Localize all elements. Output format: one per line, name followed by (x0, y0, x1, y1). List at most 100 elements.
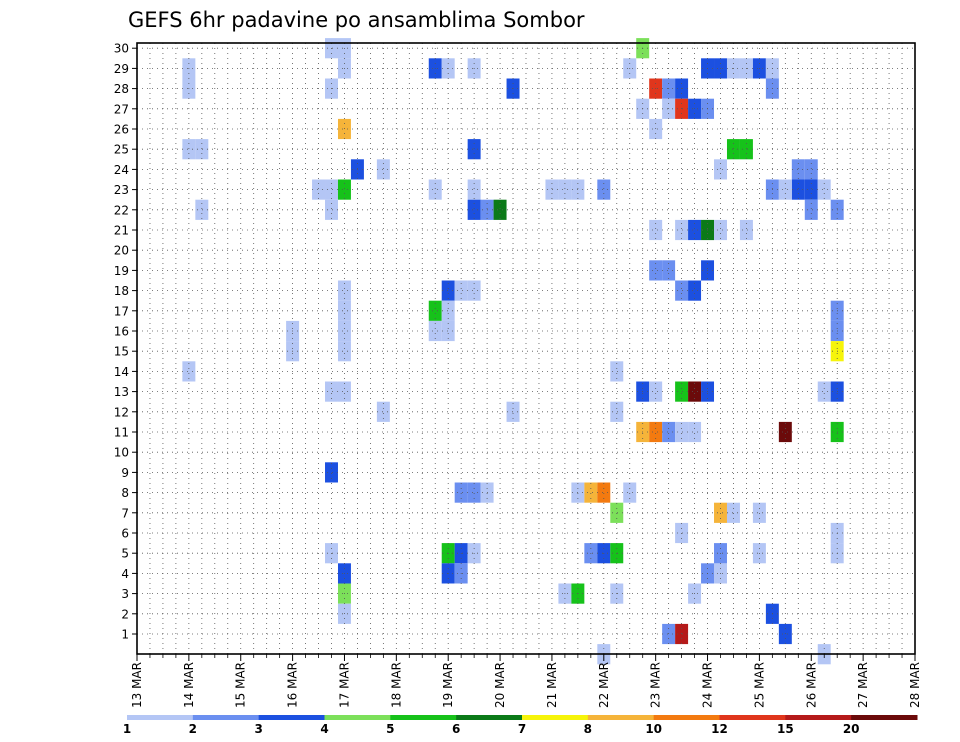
precip-cell (610, 401, 624, 422)
precip-cell (804, 159, 818, 180)
precip-cell (778, 421, 792, 443)
colorbar-label: 8 (584, 722, 592, 736)
x-tick-label: 28 MAR (908, 662, 922, 708)
precip-cell (325, 179, 338, 200)
precip-cell (337, 341, 351, 362)
x-tick-label: 13 MAR (130, 662, 144, 708)
x-tick-label: 22 MAR (597, 662, 611, 708)
colorbar: 1 2 3 4 5 6 7 8 10 12 15 20 (123, 715, 918, 736)
x-tick-label: 18 MAR (389, 662, 403, 708)
precip-cell (597, 482, 611, 503)
precip-cell (688, 421, 702, 443)
precip-cell (493, 199, 507, 220)
precip-cell (688, 280, 702, 301)
colorbar-swatch (456, 715, 523, 720)
precip-cell (325, 199, 338, 220)
precip-cell (817, 381, 831, 402)
precip-cell (610, 361, 624, 382)
precip-cell (467, 139, 481, 160)
precip-cell (312, 179, 326, 200)
y-tick-label: 18 (114, 284, 129, 298)
precip-cell (428, 320, 442, 342)
x-tick-label: 25 MAR (752, 662, 766, 708)
precip-cell (467, 280, 481, 301)
precip-cell (726, 502, 740, 523)
precip-cell (752, 502, 766, 523)
colorbar-swatch (587, 715, 655, 720)
precip-cell (817, 179, 831, 200)
chart-title: GEFS 6hr padavine po ansamblima Sombor (128, 8, 585, 32)
precip-cell (739, 219, 753, 241)
colorbar-label: 12 (711, 722, 728, 736)
y-tick-label: 21 (114, 224, 129, 238)
precip-cell (623, 482, 637, 503)
precip-cell (441, 320, 455, 342)
precip-cell (675, 219, 689, 241)
y-tick-label: 6 (121, 527, 129, 541)
precip-cell (804, 199, 818, 220)
colorbar-label: 6 (452, 722, 460, 736)
y-tick-label: 30 (114, 42, 129, 56)
precip-cell (325, 462, 338, 483)
x-tick-label: 15 MAR (234, 662, 248, 708)
precip-cell (804, 179, 818, 200)
precip-cell (610, 502, 624, 523)
colorbar-swatch (258, 715, 325, 720)
precip-cell (467, 482, 481, 503)
y-tick-label: 12 (114, 405, 129, 419)
colorbar-swatch (653, 715, 720, 720)
colorbar-label: 15 (777, 722, 794, 736)
x-tick-label: 19 MAR (441, 662, 455, 708)
precip-cell (675, 381, 689, 402)
x-tick-label: 21 MAR (545, 662, 559, 708)
colorbar-label: 7 (518, 722, 526, 736)
precip-cell (791, 159, 805, 180)
cells-layer (182, 38, 844, 665)
y-tick-label: 8 (121, 486, 129, 500)
colorbar-label: 4 (320, 722, 328, 736)
grid-layer (137, 43, 915, 654)
y-tick-label: 9 (121, 466, 129, 480)
colorbar-swatch (719, 715, 786, 720)
precip-cell (182, 139, 196, 160)
y-tick-label: 10 (114, 446, 129, 460)
y-tick-label: 17 (114, 304, 129, 318)
precip-cell (791, 179, 805, 200)
precip-cell (441, 300, 455, 321)
colorbar-swatch (127, 715, 194, 720)
y-axis: 1234567891011121314151617181920212223242… (114, 42, 137, 642)
y-tick-label: 16 (114, 325, 129, 339)
precip-cell (325, 381, 338, 402)
precip-cell (337, 300, 351, 321)
colorbar-label: 2 (189, 722, 197, 736)
y-tick-label: 2 (121, 607, 129, 621)
precip-cell (337, 320, 351, 342)
precip-cell (688, 219, 702, 241)
precip-cell (597, 179, 611, 200)
precip-cell (337, 381, 351, 402)
y-tick-label: 5 (121, 547, 129, 561)
x-tick-label: 14 MAR (182, 662, 196, 708)
x-tick-label: 16 MAR (286, 662, 300, 708)
colorbar-swatch (851, 715, 918, 720)
precip-cell (467, 199, 481, 220)
precip-cell (739, 139, 753, 160)
precip-cell (675, 280, 689, 301)
x-tick-label: 26 MAR (804, 662, 818, 708)
y-tick-label: 3 (121, 587, 129, 601)
precip-cell (337, 280, 351, 301)
colorbar-swatch (785, 715, 852, 720)
precip-cell (649, 421, 663, 443)
precip-cell (428, 300, 442, 321)
precip-cell (649, 381, 663, 402)
y-tick-label: 13 (114, 385, 129, 399)
x-tick-label: 23 MAR (649, 662, 663, 708)
y-tick-label: 14 (114, 365, 129, 379)
precip-cell (467, 179, 481, 200)
precip-cell (778, 179, 792, 200)
precip-cell (714, 219, 727, 241)
x-tick-label: 17 MAR (337, 662, 351, 708)
colorbar-swatch (390, 715, 457, 720)
y-tick-label: 11 (114, 426, 129, 440)
